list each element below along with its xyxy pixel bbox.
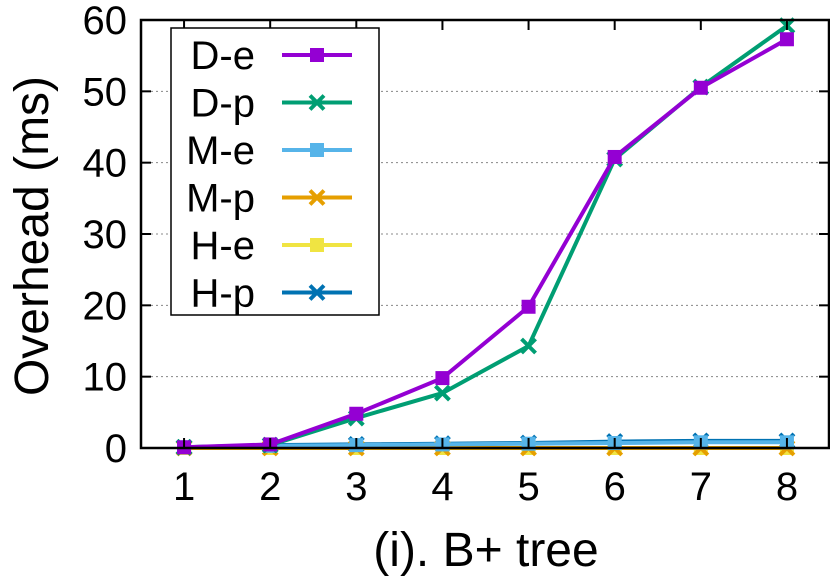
point-d-p-5 xyxy=(520,337,537,355)
legend-marker-d-p xyxy=(308,94,326,111)
x-tick-label-8: 8 xyxy=(776,465,798,509)
legend-box xyxy=(170,27,380,316)
legend-entry-m-p: M-p xyxy=(186,177,352,221)
legend-entry-h-e: H-e xyxy=(191,224,352,268)
legend-label-d-p: D-p xyxy=(191,82,255,126)
axis-ticks: 0 10 20 30 40 50 60 1 2 3 4 5 6 7 8 xyxy=(83,0,829,509)
point-d-e-4 xyxy=(435,371,450,386)
legend-marker-h-e xyxy=(310,238,324,252)
x-tick-label-7: 7 xyxy=(690,465,712,509)
point-d-e-5 xyxy=(521,299,536,314)
y-tick-label-40: 40 xyxy=(83,142,128,186)
point-d-e-6 xyxy=(607,149,622,164)
y-tick-label-30: 30 xyxy=(83,213,128,257)
x-tick-label-2: 2 xyxy=(259,465,281,509)
x-axis-title: (i). B+ tree xyxy=(373,524,598,577)
x-tick-label-3: 3 xyxy=(345,465,367,509)
x-tick-label-1: 1 xyxy=(173,465,195,509)
legend-entry-m-e: M-e xyxy=(186,129,352,173)
y-axis-title: Overhead (ms) xyxy=(6,76,59,396)
x-tick-label-6: 6 xyxy=(604,465,626,509)
legend: D-eD-pM-eM-pH-eH-p xyxy=(170,27,380,316)
legend-label-m-e: M-e xyxy=(186,129,255,173)
legend-label-h-e: H-e xyxy=(191,224,255,268)
legend-marker-m-e xyxy=(310,143,324,157)
y-tick-label-60: 60 xyxy=(83,0,128,43)
legend-marker-d-e xyxy=(310,48,324,62)
point-d-e-3 xyxy=(349,406,364,421)
legend-label-h-p: H-p xyxy=(191,272,255,316)
point-d-e-8 xyxy=(779,32,794,47)
point-d-e-7 xyxy=(693,80,708,95)
y-tick-label-20: 20 xyxy=(83,284,128,328)
y-tick-label-50: 50 xyxy=(83,70,128,114)
legend-marker-m-p xyxy=(308,189,326,206)
x-tick-label-4: 4 xyxy=(431,465,453,509)
series-line-m-e xyxy=(184,440,787,450)
y-tick-label-10: 10 xyxy=(83,356,128,400)
legend-entry-h-p: H-p xyxy=(191,272,352,316)
legend-label-d-e: D-e xyxy=(191,34,255,78)
point-d-p-4 xyxy=(434,384,451,402)
y-tick-label-0: 0 xyxy=(105,427,127,471)
legend-label-m-p: M-p xyxy=(186,177,255,221)
legend-entry-d-e: D-e xyxy=(191,34,352,78)
x-tick-label-5: 5 xyxy=(517,465,539,509)
legend-marker-h-p xyxy=(308,284,326,301)
series-line-d-e xyxy=(183,37,788,450)
legend-entry-d-p: D-p xyxy=(191,82,352,126)
